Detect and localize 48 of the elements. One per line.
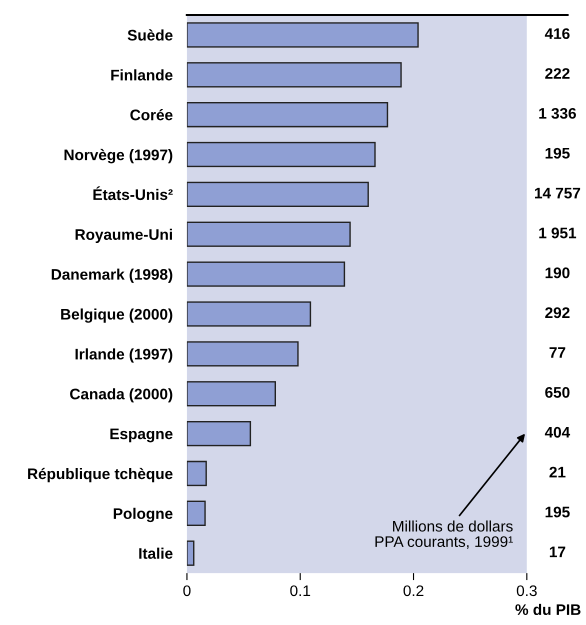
y-tick-label: République tchèque — [28, 468, 173, 482]
text: 195 — [546, 148, 570, 159]
y-tick-label: Pologne — [114, 508, 173, 522]
y-tick-label: États-Unis² — [93, 186, 173, 200]
text: 292 — [545, 307, 570, 318]
y-tick-label: Suède — [128, 29, 173, 41]
bar — [186, 261, 346, 287]
y-tick-label: Danemark (1998) — [52, 268, 172, 283]
annotation: Millions de dollars PPA courants, 1999¹ — [375, 520, 513, 549]
text: 77 — [550, 347, 566, 358]
y-tick-label: Norvège (1997) — [64, 148, 172, 164]
bar — [186, 341, 299, 367]
bar — [186, 142, 376, 168]
x-tick-label: 0.3 — [516, 585, 537, 596]
text: 1 336 — [539, 108, 576, 119]
bar — [186, 540, 194, 566]
text: 1 951 — [539, 228, 576, 238]
text: 650 — [545, 387, 570, 398]
bar — [186, 420, 252, 446]
text: 195 — [546, 506, 570, 518]
text: 404 — [544, 426, 570, 438]
y-tick-label: Belgique (2000) — [61, 308, 172, 323]
y-tick-label: Finlande — [111, 69, 173, 80]
text: 21 — [549, 466, 566, 478]
x-tick-label: 0 — [183, 585, 191, 596]
text: 222 — [545, 68, 570, 79]
y-tick-label: Corée — [130, 108, 173, 120]
bar — [186, 222, 351, 247]
y-tick-label: Espagne — [110, 428, 173, 442]
bar — [186, 381, 276, 406]
bar — [186, 62, 402, 88]
text: 17 — [550, 546, 566, 558]
x-tick-label: 0.1 — [290, 585, 310, 596]
bar — [186, 460, 207, 486]
x-axis-title: % du PIB — [515, 604, 580, 616]
y-tick-label: Irlande (1997) — [76, 348, 172, 363]
text: 14 757 — [535, 188, 580, 198]
bar — [186, 102, 388, 128]
bar — [186, 22, 419, 48]
bar — [186, 301, 312, 327]
text: 416 — [544, 28, 570, 40]
y-tick-label: Royaume-Uni — [76, 228, 172, 243]
bar — [186, 500, 206, 526]
y-tick-label: Italie — [139, 548, 173, 559]
x-tick-label: 0.2 — [404, 585, 424, 596]
y-tick-label: Canada (2000) — [70, 388, 172, 402]
text: 190 — [546, 267, 570, 278]
bar — [186, 182, 369, 208]
